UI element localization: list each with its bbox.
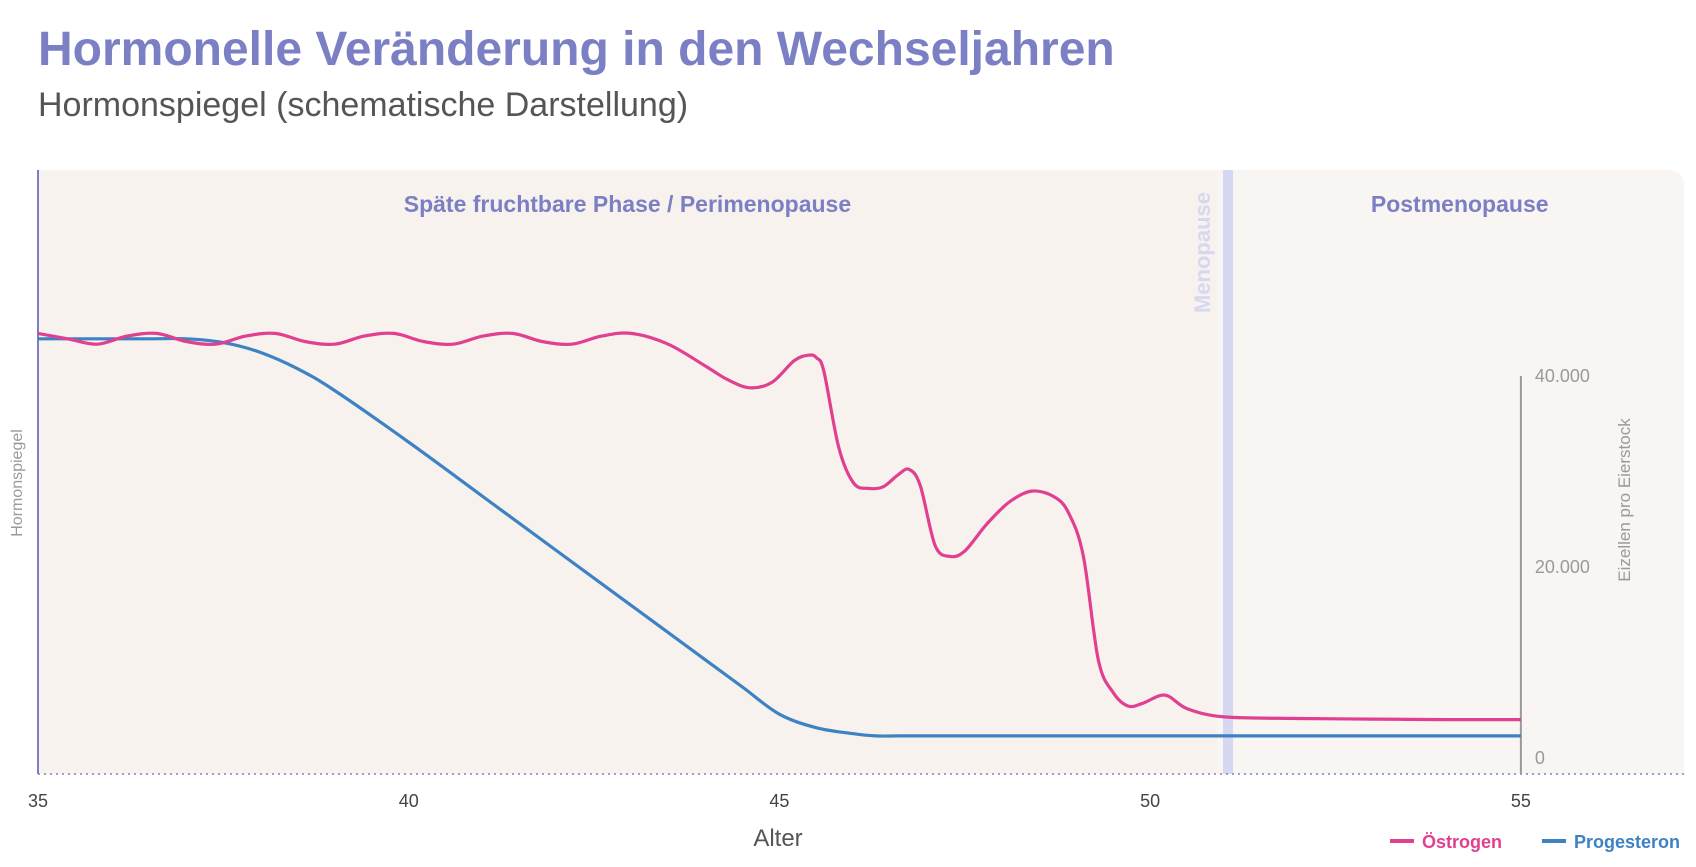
series-line-oestrogen <box>37 331 1521 722</box>
menopause-band <box>1223 170 1234 774</box>
legend-label-progesteron: Progesteron <box>1574 832 1680 852</box>
y2-tick-label: 40.000 <box>1535 366 1590 386</box>
chart-subtitle: Hormonspiegel (schematische Darstellung) <box>38 86 689 124</box>
legend: Östrogen Progesteron <box>1390 832 1680 852</box>
region-label-postmenopause: Postmenopause <box>1371 191 1549 217</box>
y2-tick-labels: 0 20.000 40.000 <box>1535 366 1590 768</box>
x-tick-label: 50 <box>1140 791 1160 811</box>
region-label-menopause: Menopause <box>1190 192 1215 313</box>
y2-tick-label: 0 <box>1535 748 1545 768</box>
x-tick-label: 35 <box>28 791 48 811</box>
y2-axis-title: Eizellen pro Eierstock <box>1615 418 1634 582</box>
x-tick-label: 55 <box>1511 791 1531 811</box>
legend-label-oestrogen: Östrogen <box>1422 832 1502 852</box>
y2-tick-label: 20.000 <box>1535 557 1590 577</box>
y-axis-title: Hormonspiegel <box>9 429 26 537</box>
x-tick-label: 45 <box>769 791 789 811</box>
x-tick-labels: 35 40 45 50 55 <box>28 791 1531 811</box>
region-label-perimenopause: Späte fruchtbare Phase / Perimenopause <box>404 191 851 217</box>
postmenopause-region <box>1216 170 1684 774</box>
perimenopause-region <box>38 170 1217 774</box>
x-axis-title: Alter <box>753 825 802 852</box>
x-tick-label: 40 <box>399 791 419 811</box>
chart-title: Hormonelle Veränderung in den Wechseljah… <box>38 23 1115 76</box>
